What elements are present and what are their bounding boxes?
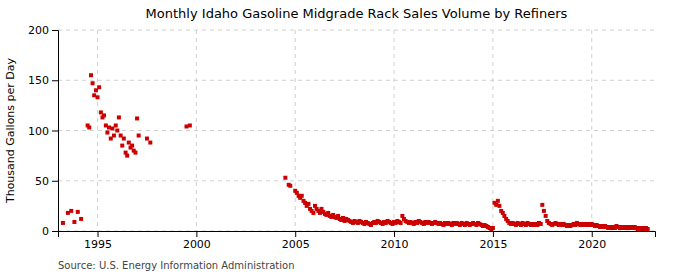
tick: 2015 (479, 231, 507, 251)
point (306, 202, 310, 206)
grid-line (58, 80, 655, 81)
tick: 200 (28, 24, 58, 37)
point (148, 141, 152, 145)
tick: 2010 (381, 231, 409, 251)
plot-area (61, 73, 650, 231)
annotation: Source: U.S. Energy Information Administ… (58, 260, 295, 271)
tick: 2005 (282, 231, 310, 251)
point (130, 144, 134, 148)
y-axis: 0 50 100 150 200 (28, 24, 59, 238)
tick-mark (493, 231, 494, 237)
point (61, 221, 65, 225)
point (122, 137, 126, 141)
point (300, 194, 304, 198)
chart-container: 1995 2000 2005 2010 2015 2020 0 50 100 150 200 Mont… (0, 0, 675, 275)
tick-label: 50 (35, 175, 49, 188)
axis-line (52, 31, 59, 232)
grid-line (97, 30, 98, 231)
grid-line (591, 30, 592, 231)
tick: 2020 (578, 231, 606, 251)
point (105, 131, 109, 135)
point (311, 211, 315, 215)
tick-label: 1995 (84, 238, 112, 251)
point (542, 209, 546, 213)
chart: 1995 2000 2005 2010 2015 2020 0 50 100 150 200 Mont… (0, 0, 675, 275)
grid-line (295, 30, 296, 231)
tick-mark (394, 231, 395, 237)
grid-line (196, 30, 197, 231)
tick-mark (52, 131, 58, 132)
point (117, 115, 121, 119)
title: Monthly Idaho Gasoline Midgrade Rack Sal… (146, 6, 568, 21)
point (188, 123, 192, 127)
grid-line (58, 180, 655, 181)
point (496, 199, 500, 203)
point (491, 226, 495, 230)
point (115, 129, 119, 133)
point (540, 203, 544, 207)
point (76, 210, 80, 214)
point (539, 222, 543, 226)
tick-label: 2010 (381, 238, 409, 251)
tick-mark (52, 80, 58, 81)
point (544, 214, 548, 218)
point (89, 73, 93, 77)
point (133, 151, 137, 155)
point (125, 154, 129, 158)
grid-line (58, 130, 655, 131)
point (112, 134, 116, 138)
tick-label: 100 (28, 125, 49, 138)
point (79, 217, 83, 221)
texts: Monthly Idaho Gasoline Midgrade Rack Sal… (4, 6, 568, 271)
tick-mark (98, 231, 99, 237)
tick: 50 (35, 175, 58, 188)
point (102, 113, 106, 117)
grid (58, 30, 655, 231)
point (288, 184, 292, 188)
point (120, 144, 124, 148)
tick-label: 200 (28, 24, 49, 37)
y-axis-title: Thousand Gallons per Day (4, 57, 17, 204)
point (96, 95, 100, 99)
point (69, 209, 73, 213)
tick: 150 (28, 74, 58, 87)
tick-mark (52, 30, 58, 31)
point (87, 125, 91, 129)
grid-line (394, 30, 395, 231)
tick-label: 2005 (282, 238, 310, 251)
point (283, 176, 287, 180)
point (97, 85, 101, 89)
point (145, 137, 149, 141)
point (91, 81, 95, 85)
tick-label: 2000 (183, 238, 211, 251)
point (72, 220, 76, 224)
x-axis: 1995 2000 2005 2010 2015 2020 (59, 231, 656, 251)
tick: 2000 (183, 231, 211, 251)
tick-label: 2020 (578, 238, 606, 251)
tick: 100 (28, 125, 58, 138)
tick: 0 (42, 225, 58, 238)
tick-mark (592, 231, 593, 237)
grid-line (492, 30, 493, 231)
tick: 1995 (84, 231, 112, 251)
tick-mark (196, 231, 197, 237)
point (114, 123, 118, 127)
point (399, 221, 403, 225)
tick-mark (295, 231, 296, 237)
point (137, 134, 141, 138)
axis-line (59, 232, 656, 238)
point (497, 204, 501, 208)
tick-label: 0 (42, 225, 49, 238)
tick-label: 2015 (479, 238, 507, 251)
point (646, 227, 650, 231)
grid-line (58, 30, 655, 31)
point (135, 116, 139, 120)
tick-mark (52, 181, 58, 182)
tick-mark (52, 231, 58, 232)
tick-label: 150 (28, 74, 49, 87)
